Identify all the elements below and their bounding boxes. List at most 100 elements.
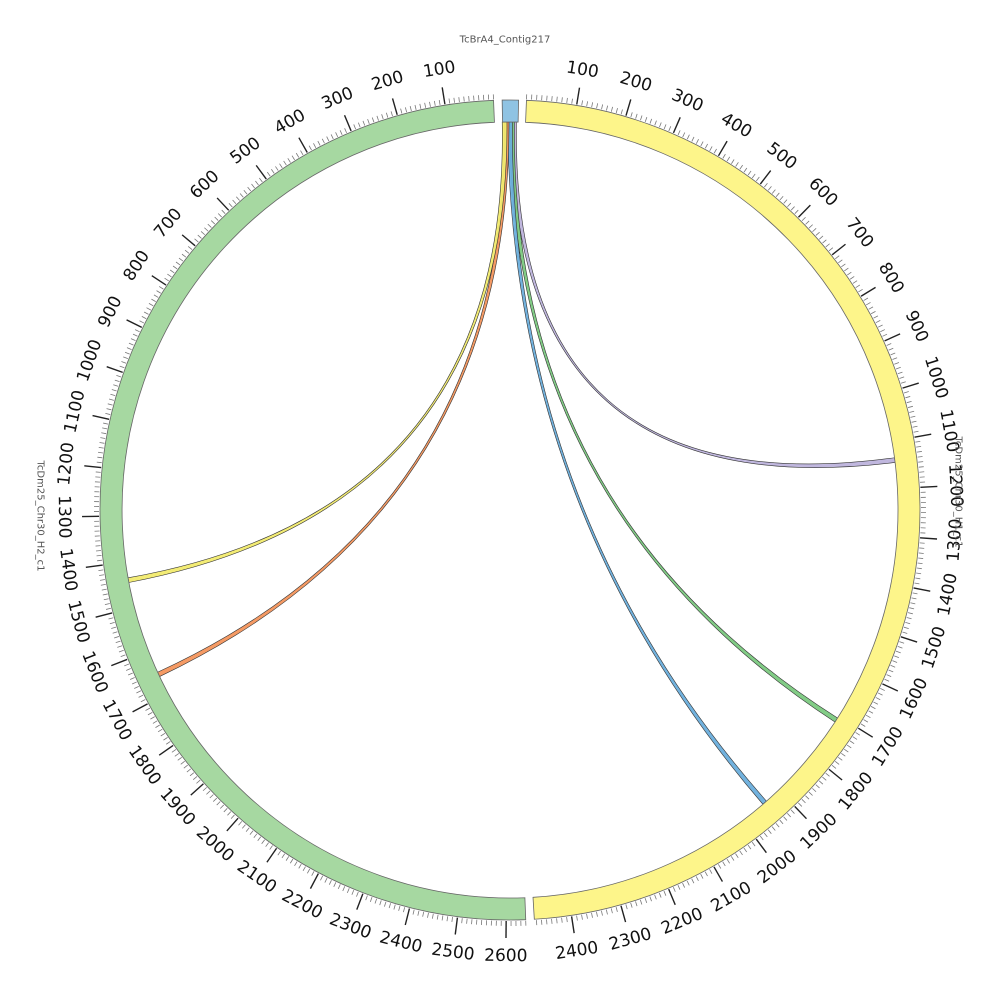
- minor-tick: [111, 626, 117, 629]
- minor-tick: [385, 112, 389, 118]
- minor-tick: [722, 153, 726, 159]
- major-tick: [884, 333, 901, 342]
- tick-label: 1000: [920, 354, 952, 401]
- minor-tick: [828, 247, 834, 252]
- minor-tick: [880, 329, 886, 333]
- minor-tick: [916, 572, 922, 575]
- minor-tick: [571, 98, 573, 104]
- minor-tick: [219, 804, 225, 809]
- minor-tick: [374, 898, 378, 904]
- minor-tick: [381, 114, 384, 120]
- minor-tick: [114, 636, 120, 639]
- minor-tick: [113, 384, 119, 387]
- minor-tick: [726, 156, 731, 162]
- minor-tick: [105, 607, 112, 610]
- tick-label: 2000: [754, 846, 801, 888]
- minor-tick: [109, 622, 115, 625]
- minor-tick: [917, 456, 923, 458]
- major-tick: [759, 170, 772, 185]
- minor-tick: [815, 784, 820, 789]
- minor-tick: [259, 177, 263, 183]
- minor-tick: [132, 333, 138, 337]
- minor-tick: [197, 234, 202, 239]
- minor-tick: [160, 732, 166, 737]
- minor-tick: [767, 829, 772, 834]
- minor-tick: [566, 97, 568, 103]
- minor-tick: [909, 607, 915, 610]
- minor-tick: [216, 801, 221, 806]
- major-tick: [309, 873, 319, 889]
- major-tick: [755, 838, 767, 854]
- minor-tick: [146, 307, 152, 311]
- minor-tick: [404, 107, 408, 113]
- major-tick: [404, 908, 411, 926]
- minor-tick: [615, 108, 618, 114]
- minor-tick: [121, 361, 127, 364]
- minor-tick: [875, 697, 881, 701]
- minor-tick: [911, 420, 917, 423]
- minor-tick: [433, 100, 436, 106]
- minor-tick: [151, 298, 156, 302]
- minor-tick: [431, 913, 434, 919]
- major-tick: [454, 917, 459, 935]
- minor-tick: [912, 592, 918, 595]
- tick-label: 1900: [155, 784, 199, 830]
- minor-tick: [695, 139, 699, 144]
- major-tick: [226, 817, 239, 832]
- minor-tick: [916, 445, 922, 448]
- minor-tick: [635, 113, 638, 119]
- minor-tick: [914, 582, 920, 585]
- minor-tick: [899, 641, 905, 644]
- minor-tick: [639, 899, 643, 905]
- minor-tick: [138, 694, 144, 698]
- tick-label: 800: [874, 259, 908, 297]
- minor-tick: [134, 686, 139, 689]
- major-tick: [151, 275, 167, 286]
- major-tick: [914, 433, 932, 438]
- minor-tick: [625, 904, 628, 910]
- minor-tick: [787, 202, 792, 208]
- minor-tick: [841, 263, 846, 268]
- minor-tick: [379, 900, 382, 906]
- minor-tick: [169, 269, 175, 274]
- minor-tick: [351, 889, 355, 895]
- minor-tick: [644, 117, 648, 123]
- minor-tick: [249, 830, 254, 835]
- minor-tick: [400, 108, 403, 114]
- minor-tick: [918, 461, 924, 463]
- minor-tick: [918, 552, 924, 554]
- minor-tick: [868, 306, 874, 310]
- minor-tick: [156, 290, 162, 294]
- minor-tick: [818, 780, 824, 785]
- minor-tick: [328, 880, 332, 885]
- minor-tick: [686, 134, 690, 140]
- minor-tick: [915, 577, 921, 580]
- tick-label: 1600: [77, 648, 111, 696]
- minor-tick: [147, 712, 153, 716]
- minor-tick: [726, 858, 730, 864]
- minor-tick: [105, 413, 111, 415]
- minor-tick: [223, 808, 228, 813]
- tick-label: 2200: [278, 886, 326, 924]
- minor-tick: [863, 297, 869, 301]
- minor-tick: [438, 99, 441, 106]
- minor-tick: [790, 206, 795, 211]
- minor-tick: [236, 196, 240, 201]
- minor-tick: [700, 141, 704, 147]
- minor-tick: [376, 115, 379, 121]
- minor-tick: [257, 836, 262, 842]
- minor-tick: [192, 776, 198, 780]
- minor-tick: [451, 916, 453, 922]
- tick-label: 100: [422, 57, 457, 82]
- minor-tick: [779, 196, 784, 201]
- tick-label: 2400: [554, 938, 600, 964]
- minor-tick: [96, 461, 102, 464]
- minor-tick: [463, 96, 465, 102]
- minor-tick: [658, 892, 662, 898]
- minor-tick: [239, 193, 244, 198]
- minor-tick: [308, 145, 312, 151]
- minor-tick: [130, 338, 136, 342]
- minor-tick: [581, 100, 583, 106]
- segment-tcbra4-contig217: [501, 99, 519, 123]
- minor-tick: [126, 668, 131, 671]
